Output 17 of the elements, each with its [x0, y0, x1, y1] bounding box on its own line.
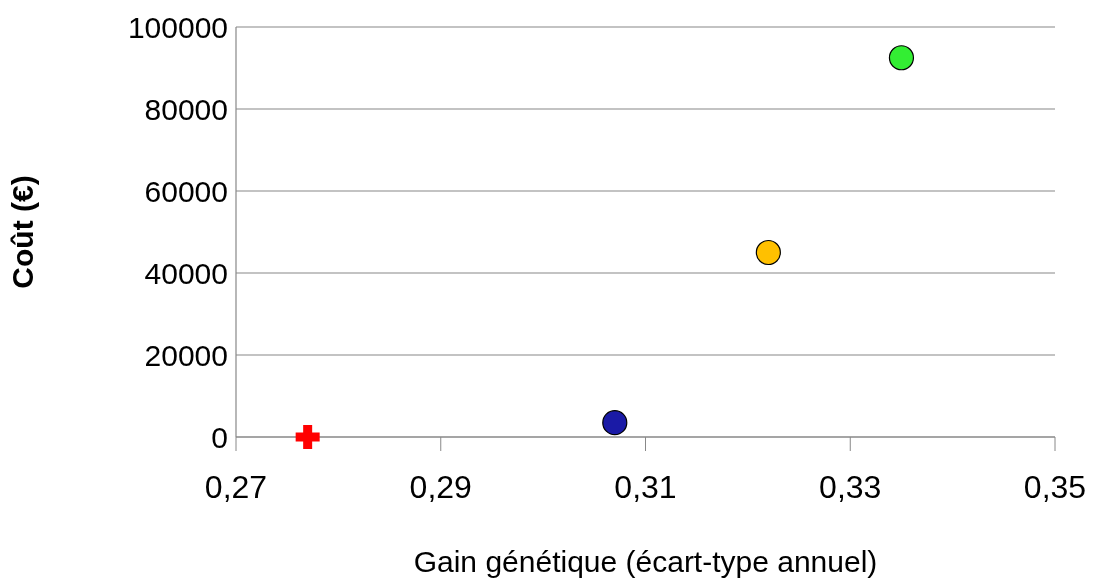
- point: [295, 425, 320, 449]
- y-tick-label: 60000: [144, 174, 228, 208]
- x-tick-label: 0,33: [819, 468, 882, 505]
- x-tick-label: 0,29: [409, 468, 472, 505]
- x-tick-label: 0,31: [614, 468, 677, 505]
- y-tick-label: 100000: [127, 10, 228, 44]
- x-tick-label: 0,35: [1023, 468, 1087, 505]
- point: [888, 45, 915, 71]
- point: [602, 410, 628, 436]
- y-tick-label: 80000: [144, 92, 228, 126]
- point: [755, 239, 781, 266]
- x-tick-label: 0,27: [204, 468, 268, 505]
- y-tick-label: 20000: [144, 338, 228, 372]
- y-tick-label: 0: [211, 420, 228, 454]
- y-tick-label: 40000: [144, 256, 228, 290]
- y-axis-title: Coût (€): [5, 175, 39, 289]
- x-axis-title: Gain génétique (écart-type annuel): [413, 545, 878, 578]
